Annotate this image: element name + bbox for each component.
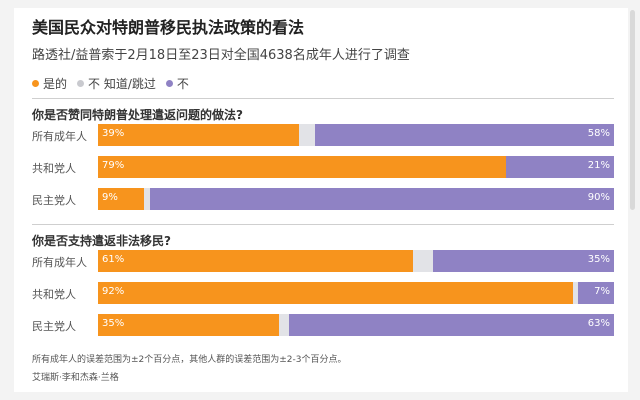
value-label-yes: 9% [102,192,118,203]
stacked-bar: 35% 63% [98,314,614,336]
bar-segment-no: 90% [149,188,614,210]
bar-segment-unknown [299,124,315,146]
bar-segment-yes: 39% [98,124,300,146]
bar-segment-yes: 35% [98,314,279,336]
chart-subtitle: 路透社/益普索于2月18日至23日对全国4638名成年人进行了调查 [32,48,410,63]
legend-item-unknown: 不 知道/跳过 [77,75,156,92]
bar-segment-yes: 92% [98,282,573,304]
value-label-yes: 35% [102,318,125,329]
bar-segment-unknown [412,250,434,272]
row-label: 民主党人 [32,320,76,333]
row-label: 共和党人 [32,288,76,301]
stacked-bar: 61% 35% [98,250,614,272]
bar-segment-no: 21% [505,156,614,178]
value-label-no: 63% [587,318,610,329]
stacked-bar: 9% 90% [98,188,614,210]
bar-segment-no: 58% [314,124,614,146]
bar-segment-yes: 9% [98,188,145,210]
chart-title: 美国民众对特朗普移民执法政策的看法 [32,18,305,37]
legend-label-yes: 是的 [43,77,68,91]
question-title: 你是否支持遣返非法移民? [32,234,171,248]
legend-item-yes: 是的 [32,75,67,92]
bar-segment-unknown [278,314,289,336]
legend-label-no: 不 [176,77,189,91]
value-label-yes: 61% [102,254,125,265]
value-label-no: 35% [587,254,610,265]
bar-segment-no: 35% [433,250,614,272]
bar-segment-unknown [144,188,150,210]
row-label: 所有成年人 [32,256,87,269]
value-label-no: 90% [587,192,610,203]
footnote: 所有成年人的误差范围为±2个百分点，其他人群的误差范围为±2-3个百分点。 [32,355,347,365]
row-label: 共和党人 [32,162,76,175]
divider [32,224,614,225]
question-title: 你是否赞同特朗普处理遣返问题的做法? [32,108,243,122]
value-label-no: 58% [587,128,610,139]
value-label-no: 7% [594,286,610,297]
bar-segment-yes: 61% [98,250,413,272]
row-label: 民主党人 [32,194,76,207]
scrollbar[interactable] [630,10,635,210]
row-label: 所有成年人 [32,130,87,143]
source-credit: 艾瑞斯·李和杰森·兰格 [32,373,119,383]
bar-segment-no: 63% [288,314,614,336]
stacked-bar: 79% 21% [98,156,614,178]
legend: 是的 不 知道/跳过 不 [32,75,199,92]
legend-dot-no [165,80,173,87]
value-label-no: 21% [587,160,610,171]
value-label-yes: 92% [102,286,125,297]
divider [32,98,614,99]
stacked-bar: 92% 7% [98,282,614,304]
bar-segment-unknown [572,282,578,304]
value-label-yes: 79% [102,160,125,171]
value-label-yes: 39% [102,128,125,139]
bar-segment-no: 7% [577,282,614,304]
legend-label-unknown: 不 知道/跳过 [88,77,156,91]
legend-dot-unknown [77,80,85,87]
bar-segment-yes: 79% [98,156,506,178]
legend-item-no: 不 [165,75,189,92]
legend-dot-yes [32,80,39,87]
stacked-bar: 39% 58% [98,124,614,146]
